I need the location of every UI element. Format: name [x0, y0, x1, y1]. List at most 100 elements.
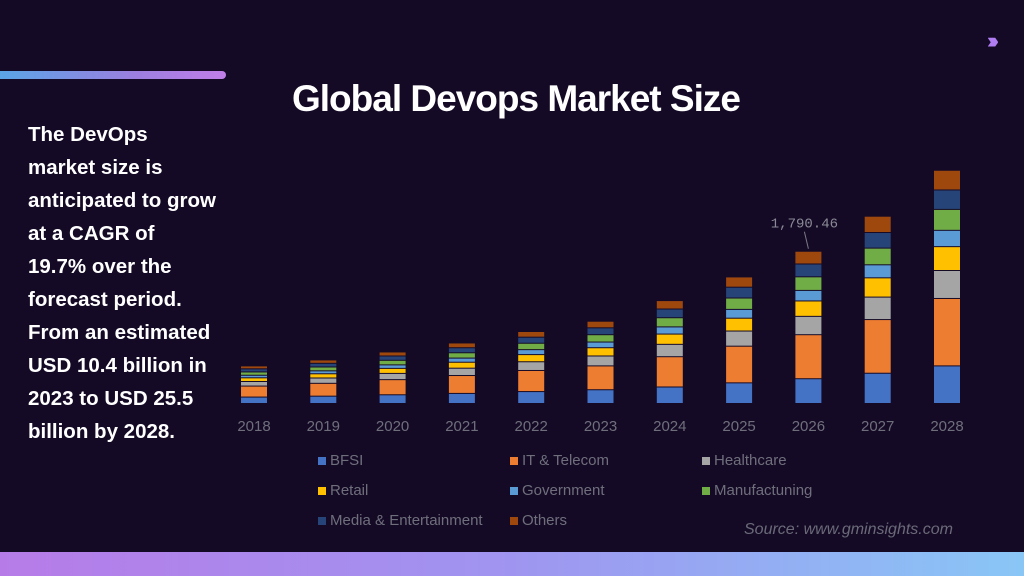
- legend-item: Others: [510, 512, 567, 529]
- bar-segment-2018-3: [241, 378, 267, 381]
- bar-segment-2019-0: [310, 396, 337, 403]
- legend-label: IT & Telecom: [522, 452, 609, 469]
- description-text: The DevOps market size is anticipated to…: [28, 123, 216, 443]
- legend-label: Government: [522, 482, 605, 499]
- bar-segment-2018-7: [241, 366, 267, 369]
- bar-segment-2023-6: [587, 328, 614, 335]
- bar-segment-2020-0: [379, 395, 406, 403]
- bar-segment-2022-2: [518, 362, 545, 370]
- bar-segment-2025-6: [726, 287, 753, 298]
- bar-segment-2019-7: [310, 360, 337, 363]
- legend-swatch: [318, 516, 326, 525]
- bar-segment-2018-4: [241, 375, 267, 378]
- x-tick-label: 2021: [445, 418, 478, 435]
- bar-segment-2028-0: [934, 366, 960, 403]
- legend-item: Manufactuning: [702, 482, 812, 499]
- legend-label: Healthcare: [714, 452, 787, 469]
- x-tick-label: 2027: [861, 418, 894, 435]
- bar-segment-2025-5: [726, 298, 753, 309]
- bar-segment-2020-2: [379, 373, 406, 380]
- bar-segment-2021-7: [448, 343, 475, 348]
- bar-segment-2022-4: [518, 350, 545, 355]
- bar-segment-2020-1: [379, 380, 406, 395]
- bar-segment-2023-5: [587, 335, 614, 342]
- bar-segment-2021-6: [448, 348, 475, 353]
- legend-item: IT & Telecom: [510, 452, 609, 469]
- title-accent-bar: [0, 71, 226, 79]
- bar-segment-2025-0: [726, 383, 753, 403]
- legend-swatch: [318, 456, 326, 465]
- bar-segment-2024-2: [656, 344, 683, 357]
- legend-swatch: [510, 516, 518, 525]
- x-tick-label: 2022: [515, 418, 548, 435]
- bar-segment-2021-1: [448, 376, 475, 393]
- x-tick-label: 2023: [584, 418, 617, 435]
- x-tick-label: 2020: [376, 418, 409, 435]
- bar-segment-2020-6: [379, 356, 406, 360]
- legend-label: BFSI: [330, 452, 364, 469]
- bar-segment-2027-6: [864, 233, 891, 248]
- bar-segment-2023-1: [587, 366, 614, 390]
- bar-segment-2025-7: [726, 277, 753, 287]
- triple-chevron-right-icon[interactable]: ›››: [987, 28, 999, 53]
- bar-segment-2019-3: [310, 374, 337, 378]
- bar-segment-2026-0: [795, 379, 822, 403]
- legend-item: Media & Entertainment: [318, 512, 483, 529]
- bar-segment-2019-4: [310, 371, 337, 374]
- bar-segment-2021-5: [448, 353, 475, 358]
- bar-segment-2024-5: [656, 318, 683, 327]
- bar-segment-2027-3: [864, 278, 891, 297]
- annotation-leader-line: [803, 231, 809, 249]
- bar-segment-2021-2: [448, 368, 475, 376]
- bar-segment-2018-2: [241, 381, 267, 386]
- bar-segment-2026-2: [795, 316, 822, 335]
- bar-segment-2028-1: [934, 298, 960, 366]
- x-tick-label: 2019: [307, 418, 340, 435]
- x-tick-label: 2024: [653, 418, 686, 435]
- legend-item: BFSI: [318, 452, 363, 469]
- legend-swatch: [702, 486, 710, 495]
- bar-segment-2024-6: [656, 309, 683, 318]
- bar-segment-2024-4: [656, 327, 683, 334]
- bar-segment-2023-7: [587, 321, 614, 328]
- legend-swatch: [702, 456, 710, 465]
- bar-segment-2019-5: [310, 367, 337, 371]
- bar-segment-2028-3: [934, 247, 960, 270]
- bar-segment-2021-3: [448, 362, 475, 368]
- bar-segment-2024-0: [656, 387, 683, 403]
- bar-segment-2020-3: [379, 368, 406, 373]
- bar-segment-2028-6: [934, 190, 960, 209]
- bar-segment-2023-0: [587, 390, 614, 403]
- bar-segment-2023-3: [587, 348, 614, 356]
- bar-segment-2028-2: [934, 271, 960, 298]
- x-tick-label: 2026: [792, 418, 825, 435]
- legend-item: Healthcare: [702, 452, 787, 469]
- bar-segment-2022-1: [518, 370, 545, 392]
- bar-segment-2027-4: [864, 265, 891, 278]
- bar-segment-2018-0: [241, 397, 267, 403]
- bar-segment-2019-2: [310, 378, 337, 383]
- legend-item: Government: [510, 482, 605, 499]
- bar-segment-2024-7: [656, 301, 683, 309]
- bar-segment-2026-1: [795, 335, 822, 379]
- bar-segment-2022-5: [518, 343, 545, 350]
- bar-segment-2023-2: [587, 356, 614, 366]
- chart-source: Source: www.gminsights.com: [744, 521, 953, 538]
- bar-segment-2027-2: [864, 297, 891, 320]
- bar-segment-2027-7: [864, 216, 891, 233]
- x-tick-label: 2028: [930, 418, 963, 435]
- bar-segment-2027-1: [864, 320, 891, 373]
- bar-segment-2019-6: [310, 363, 337, 367]
- bar-segment-2024-1: [656, 357, 683, 387]
- bar-segment-2021-4: [448, 358, 475, 362]
- bar-segment-2018-5: [241, 372, 267, 375]
- x-tick-label: 2018: [237, 418, 270, 435]
- bar-segment-2027-5: [864, 248, 891, 265]
- legend-swatch: [510, 486, 518, 495]
- legend-label: Others: [522, 512, 568, 529]
- legend-swatch: [318, 486, 326, 495]
- legend-label: Media & Entertainment: [330, 512, 483, 529]
- bar-segment-2021-0: [448, 393, 475, 403]
- x-tick-label: 2025: [722, 418, 755, 435]
- bar-segment-2020-7: [379, 352, 406, 356]
